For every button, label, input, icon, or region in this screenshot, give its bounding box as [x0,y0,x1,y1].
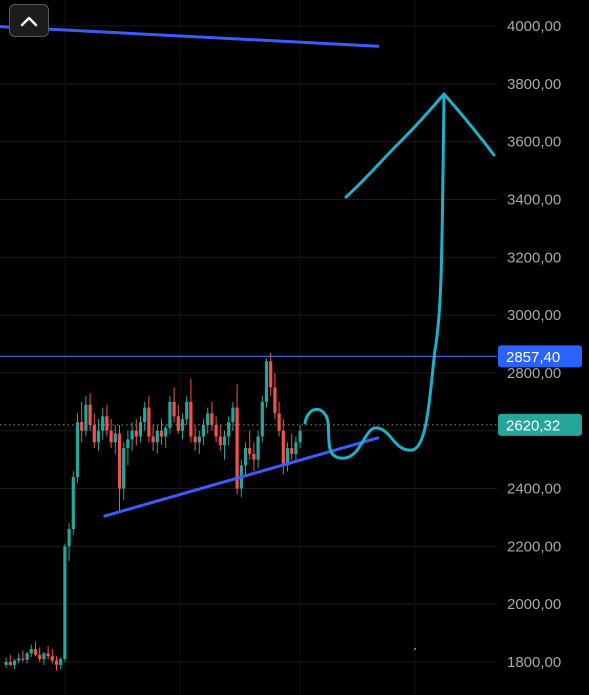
projection-path [303,93,446,460]
candle [206,407,210,434]
price-badge: 2857,40 [498,345,582,368]
price-badges: 2857,40 2620,32 [498,345,582,436]
candle [264,358,269,408]
candle [80,401,84,443]
candle [294,436,298,460]
candle [63,543,67,662]
candle [101,407,105,440]
candle [269,352,273,397]
y-tick-label: 2000,00 [507,596,561,613]
dot-marker [413,647,417,651]
candle [138,416,143,443]
grid-lines [0,0,497,695]
price-badge: 2620,32 [498,413,582,436]
candle [122,442,126,501]
candles [4,352,302,671]
candle [168,396,172,434]
y-tick-label: 2400,00 [507,481,561,498]
candle [134,419,138,446]
candle [222,430,227,460]
y-tick-label: 4000,00 [507,18,561,35]
trendline-ascending-support [103,436,380,518]
candle [29,644,33,657]
candle [126,430,130,466]
candle [180,413,185,440]
candle [231,401,235,431]
candle [92,413,96,449]
candle [75,413,80,483]
candle [67,523,71,561]
candle [159,419,164,446]
candle [189,378,193,443]
candle [164,424,168,449]
candle [130,422,134,451]
candle [59,657,63,670]
y-tick-label: 1800,00 [507,654,561,671]
candle [147,396,151,443]
candle [218,424,222,451]
candle [143,401,147,431]
candle [197,430,201,454]
candle [176,404,180,434]
candle [290,433,294,460]
y-tick-label: 3600,00 [507,134,561,151]
candle [42,651,46,665]
svg-text:2857,40: 2857,40 [506,349,560,366]
candle [252,442,256,472]
trendline-upper-resistance [0,25,380,48]
candle [8,654,12,667]
candle [193,424,197,451]
candle [260,396,264,443]
candle [155,424,159,454]
candle [113,424,117,454]
svg-text:2620,32: 2620,32 [506,417,560,434]
candle [84,396,88,437]
candle [54,656,59,671]
candle [151,424,155,451]
candle [235,384,239,495]
y-tick-label: 2800,00 [507,365,561,382]
y-axis: 4000,00 3800,00 3600,00 3400,00 3200,00 3000,… [507,18,561,671]
candle [109,419,113,449]
y-tick-label: 3000,00 [507,307,561,324]
candle [248,430,252,460]
candle [50,648,54,664]
projection-arrowhead [344,92,496,199]
candle [201,419,206,446]
y-tick-label: 3400,00 [507,191,561,208]
candle [21,650,25,662]
candle [210,401,214,431]
candle [96,419,101,451]
y-tick-label: 2200,00 [507,538,561,555]
candle [25,651,29,664]
candle [243,442,248,477]
candle [71,471,75,535]
y-tick-label: 3200,00 [507,249,561,266]
drawn-lines [0,25,497,651]
candle [214,416,218,443]
candle [117,424,122,512]
collapse-button[interactable] [9,4,49,37]
candle [172,387,176,423]
candle [105,404,109,437]
candle [273,372,277,420]
candle [298,424,302,449]
candle [277,401,281,437]
candle [38,647,42,662]
candle [256,430,260,469]
candle [12,659,17,670]
candle [285,442,290,472]
candle [4,657,8,668]
candle [46,646,50,660]
candle [227,416,231,446]
candle [185,396,189,425]
candle [17,653,21,664]
y-tick-label: 3800,00 [507,76,561,93]
chevron-up-icon [20,16,38,26]
candle [33,641,38,657]
